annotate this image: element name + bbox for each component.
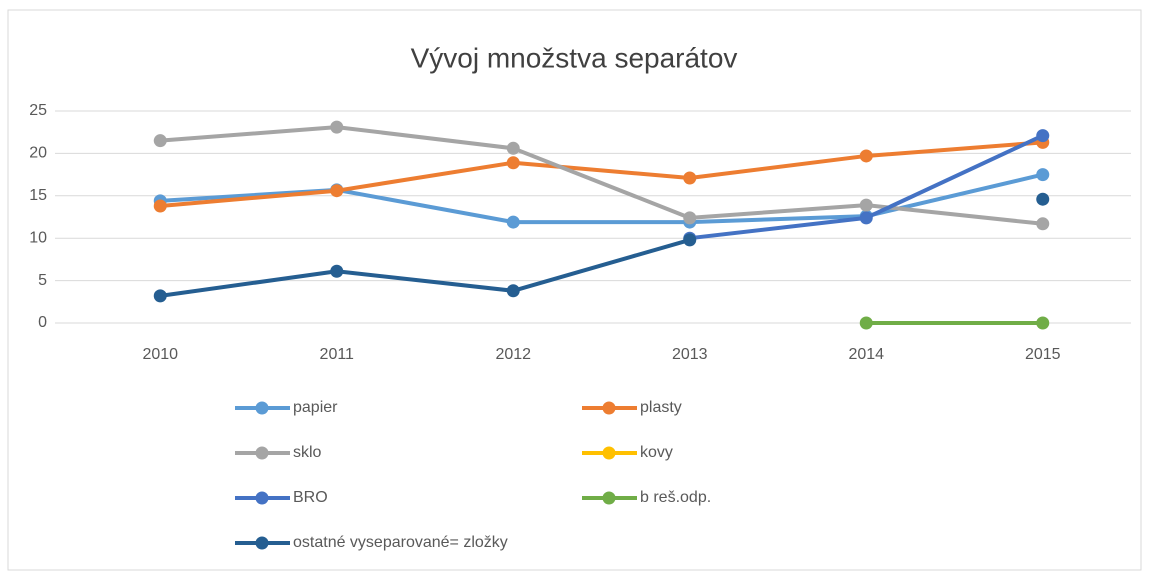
- legend-label: ostatné vyseparované= zložky: [293, 534, 508, 551]
- data-point: [330, 120, 344, 134]
- legend-label: b reš.odp.: [640, 489, 711, 506]
- y-tick-label: 10: [29, 229, 47, 246]
- data-point: [859, 149, 873, 163]
- series-line: [160, 140, 1043, 208]
- data-point: [1036, 217, 1050, 231]
- x-tick-label: 2012: [495, 346, 531, 363]
- data-point: [1036, 168, 1050, 182]
- data-point: [330, 184, 344, 198]
- data-point: [683, 171, 697, 185]
- x-tick-label: 2014: [848, 346, 884, 363]
- legend-label: BRO: [293, 489, 328, 506]
- legend-label: plasty: [640, 399, 682, 416]
- legend-marker: [602, 401, 616, 415]
- chart-title: Vývoj množstva separátov: [411, 42, 738, 73]
- data-point: [506, 141, 520, 155]
- legend-marker: [602, 491, 616, 505]
- legend-label: sklo: [293, 444, 322, 461]
- data-point: [506, 215, 520, 229]
- y-tick-label: 25: [29, 102, 47, 119]
- data-point: [683, 211, 697, 225]
- data-point: [153, 289, 167, 303]
- y-tick-label: 15: [29, 187, 47, 204]
- legend-label: papier: [293, 399, 338, 416]
- data-point: [506, 156, 520, 170]
- legend-marker: [255, 446, 269, 460]
- data-point: [859, 198, 873, 212]
- legend-marker: [255, 491, 269, 505]
- chart-frame: [7, 9, 1142, 571]
- data-point: [153, 134, 167, 148]
- x-tick-label: 2010: [142, 346, 178, 363]
- data-point: [506, 284, 520, 298]
- x-tick-label: 2013: [672, 346, 708, 363]
- legend-label: kovy: [640, 444, 673, 461]
- data-point: [153, 199, 167, 213]
- data-point: [859, 316, 873, 330]
- legend-marker: [602, 446, 616, 460]
- x-tick-label: 2015: [1025, 346, 1061, 363]
- series-line: [159, 237, 691, 298]
- series-line: [160, 125, 1043, 226]
- legend-marker: [255, 536, 269, 550]
- y-tick-label: 5: [38, 272, 47, 289]
- y-tick-label: 20: [29, 145, 47, 162]
- y-tick-label: 0: [38, 314, 47, 331]
- data-point: [1036, 129, 1050, 143]
- data-point: [1036, 316, 1050, 330]
- data-point: [859, 211, 873, 225]
- legend-marker: [255, 401, 269, 415]
- data-point: [683, 233, 697, 247]
- x-tick-label: 2011: [320, 346, 355, 363]
- data-point: [330, 264, 344, 278]
- data-point: [1036, 192, 1050, 206]
